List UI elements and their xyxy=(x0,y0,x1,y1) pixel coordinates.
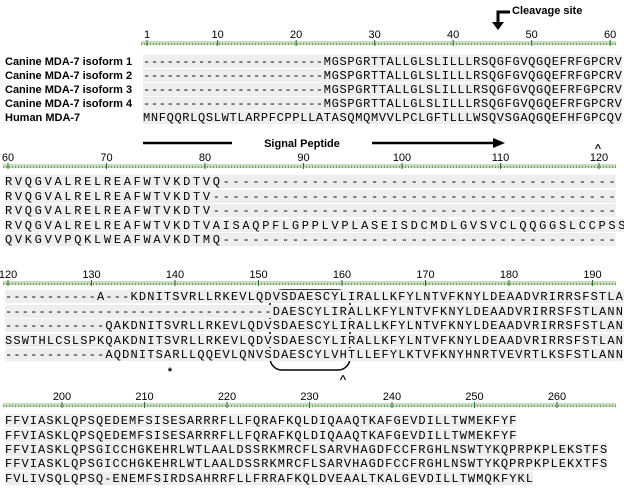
ruler-number: 140 xyxy=(166,269,184,281)
sequence: -----------A---KDNITSVRLLRKEVLQDVSDAESCY… xyxy=(5,290,624,304)
row-label: Canine MDA-7 isoform 4 xyxy=(5,98,133,110)
signal-label: Signal Peptide xyxy=(264,138,340,150)
row-label: Canine MDA-7 isoform 2 xyxy=(5,70,132,82)
sequence: ------------QAKDNITSVRLLRKEVLQDVSDAESCYL… xyxy=(5,319,624,333)
row-shade xyxy=(5,472,533,485)
ruler-number: 240 xyxy=(383,391,401,403)
cleavage-arrow xyxy=(496,10,510,26)
sequence: --------------------------------DAESCYLI… xyxy=(5,305,623,319)
ruler-number: 60 xyxy=(2,152,14,164)
site-marker: * xyxy=(168,366,173,378)
sequence: FFVIASKLQPSGICCHGKEHRLWTLAALDSSRKMRCFLSA… xyxy=(5,457,607,471)
ruler-number: 210 xyxy=(135,391,153,403)
cleavage-arrow-head xyxy=(492,22,504,30)
row-shade xyxy=(5,319,624,332)
ruler-number: 120 xyxy=(0,269,17,281)
row-label: Canine MDA-7 isoform 3 xyxy=(5,84,132,96)
row-shade xyxy=(5,204,616,217)
row-shade xyxy=(5,429,517,442)
row-shade xyxy=(5,219,624,232)
ruler-number: 260 xyxy=(548,391,566,403)
cleavage-label: Cleavage site xyxy=(512,5,582,17)
row-label: Human MDA-7 xyxy=(5,112,80,124)
ruler-number: 110 xyxy=(492,152,510,164)
ruler-number: 230 xyxy=(300,391,318,403)
ruler-number: 170 xyxy=(416,269,434,281)
ruler-number: 100 xyxy=(393,152,411,164)
ruler-number: 20 xyxy=(290,29,302,41)
row-shade xyxy=(5,190,616,203)
ruler-band xyxy=(3,164,616,168)
row-shade xyxy=(5,443,608,456)
sequence: MNFQQRLQSLWTLARPFCPPLLATASQMQMVVLPCLGFTL… xyxy=(143,111,623,125)
ruler-number: 220 xyxy=(218,391,236,403)
ruler-number: 180 xyxy=(500,269,518,281)
sequence: FFVIASKLQPSGICCHGKEHRLWTLAALDSSRKMRCFLSA… xyxy=(5,443,607,457)
sequence: ------------AQDNITSARLLQQEVLQNVSDAESCYLV… xyxy=(5,348,623,362)
row-shade xyxy=(5,348,623,361)
ruler-number: 60 xyxy=(604,29,616,41)
ruler-number: 120 xyxy=(590,152,608,164)
ruler-number: 50 xyxy=(526,29,538,41)
row-shade xyxy=(143,69,622,82)
ruler-band xyxy=(3,281,616,285)
sequence: SSWTHLCSLSPKQAKDNITSVRLLRKEVLQDVSDAESCYL… xyxy=(5,334,624,348)
row-shade xyxy=(5,175,616,188)
sequence: FVLIVSQLQPSQ-ENEMFSIRDSAHRRFLLFRRAFKQLDV… xyxy=(5,472,533,486)
sequence: -----------------------MGSPGRTTALLGLSLIL… xyxy=(143,97,623,111)
ruler-number: 70 xyxy=(100,152,112,164)
row-shade xyxy=(5,334,624,347)
ruler-number: 40 xyxy=(447,29,459,41)
ruler-number: 90 xyxy=(297,152,309,164)
ruler-band xyxy=(141,41,616,45)
sequence: -----------------------MGSPGRTTALLGLSLIL… xyxy=(143,55,623,69)
ruler-number: 160 xyxy=(333,269,351,281)
ruler-number: 1 xyxy=(144,29,150,41)
sequence: FFVIASKLQPSQEDEMFSISESARRRFLLFQRAFKQLDIQ… xyxy=(5,414,517,428)
row-shade xyxy=(143,97,622,110)
row-shade xyxy=(5,233,616,246)
ruler-number: 200 xyxy=(53,391,71,403)
signal-arrow-head xyxy=(493,138,505,148)
row-shade xyxy=(143,111,622,124)
ruler-number: 190 xyxy=(583,269,601,281)
row-shade xyxy=(5,290,624,303)
sequence: RVQGVALRELREAFWTVKDTVAISAQPFLGPPLVPLASEI… xyxy=(5,219,624,233)
row-shade xyxy=(5,457,608,470)
ruler-number: 150 xyxy=(249,269,267,281)
ruler-number: 250 xyxy=(465,391,483,403)
row-shade xyxy=(5,305,623,318)
site-marker: ^ xyxy=(340,374,347,386)
sequence: -----------------------MGSPGRTTALLGLSLIL… xyxy=(143,83,623,97)
site-marker: ^ xyxy=(595,143,602,155)
row-label: Canine MDA-7 isoform 1 xyxy=(5,56,132,68)
ruler-number: 10 xyxy=(212,29,224,41)
row-shade xyxy=(5,414,517,427)
ruler-number: 30 xyxy=(369,29,381,41)
row-shade xyxy=(143,83,622,96)
row-shade xyxy=(143,55,622,68)
sequence: -----------------------MGSPGRTTALLGLSLIL… xyxy=(143,69,623,83)
sequence: FFVIASKLQPSQEDEMFSISESARRRFLLFQRAFKQLDIQ… xyxy=(5,429,517,443)
ruler-number: 130 xyxy=(82,269,100,281)
ruler-number: 80 xyxy=(199,152,211,164)
